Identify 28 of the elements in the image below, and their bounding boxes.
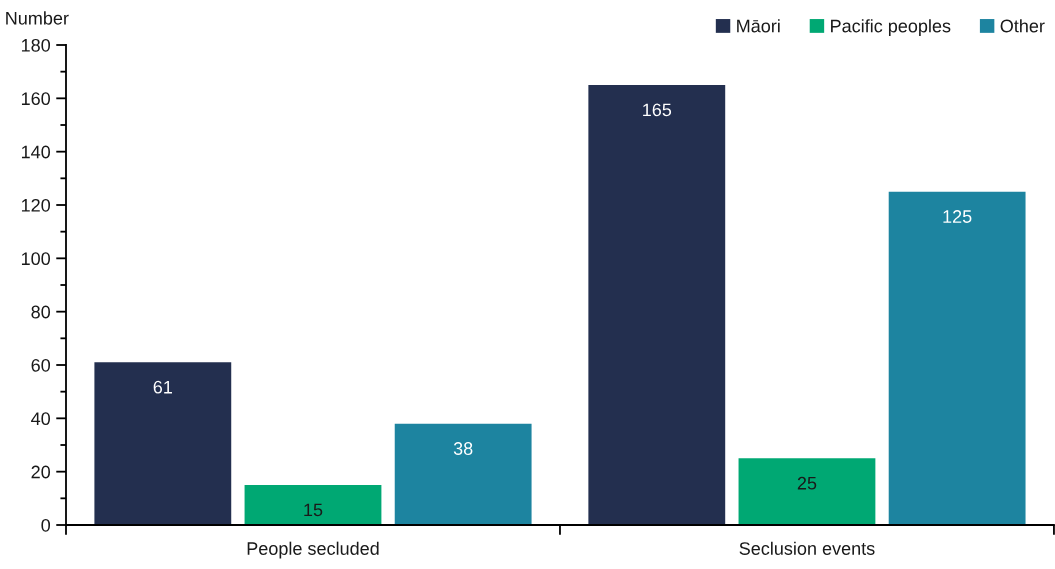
y-tick-label: 180 xyxy=(21,38,51,52)
y-tick-label: 140 xyxy=(21,145,51,159)
bar xyxy=(394,423,532,525)
bar xyxy=(888,191,1026,525)
data-label: 125 xyxy=(943,210,972,223)
bar xyxy=(588,85,726,525)
legend-label: Pacific peoples xyxy=(831,19,951,36)
x-tick-label: Seclusion events xyxy=(739,541,875,555)
y-tick-label: 20 xyxy=(31,465,51,479)
y-axis-title: Number xyxy=(6,11,69,25)
legend-label: Other xyxy=(1000,19,1045,33)
y-tick-label: 40 xyxy=(31,412,51,426)
legend-label: Māori xyxy=(737,19,780,33)
data-label: 25 xyxy=(797,476,817,490)
y-tick-label: 120 xyxy=(21,198,51,212)
y-tick-label: 160 xyxy=(21,92,51,106)
y-tick-label: 100 xyxy=(21,252,51,266)
data-label: 15 xyxy=(304,503,323,517)
bar xyxy=(94,362,232,525)
y-tick-label: 80 xyxy=(31,305,51,319)
data-label: 61 xyxy=(153,380,172,394)
bar xyxy=(738,458,876,525)
bar xyxy=(244,485,382,525)
x-tick-label: People secluded xyxy=(247,541,379,559)
y-tick-label: 60 xyxy=(31,358,51,372)
y-tick-label: 0 xyxy=(41,518,51,532)
data-label: 38 xyxy=(453,442,473,455)
data-label: 165 xyxy=(643,103,672,117)
